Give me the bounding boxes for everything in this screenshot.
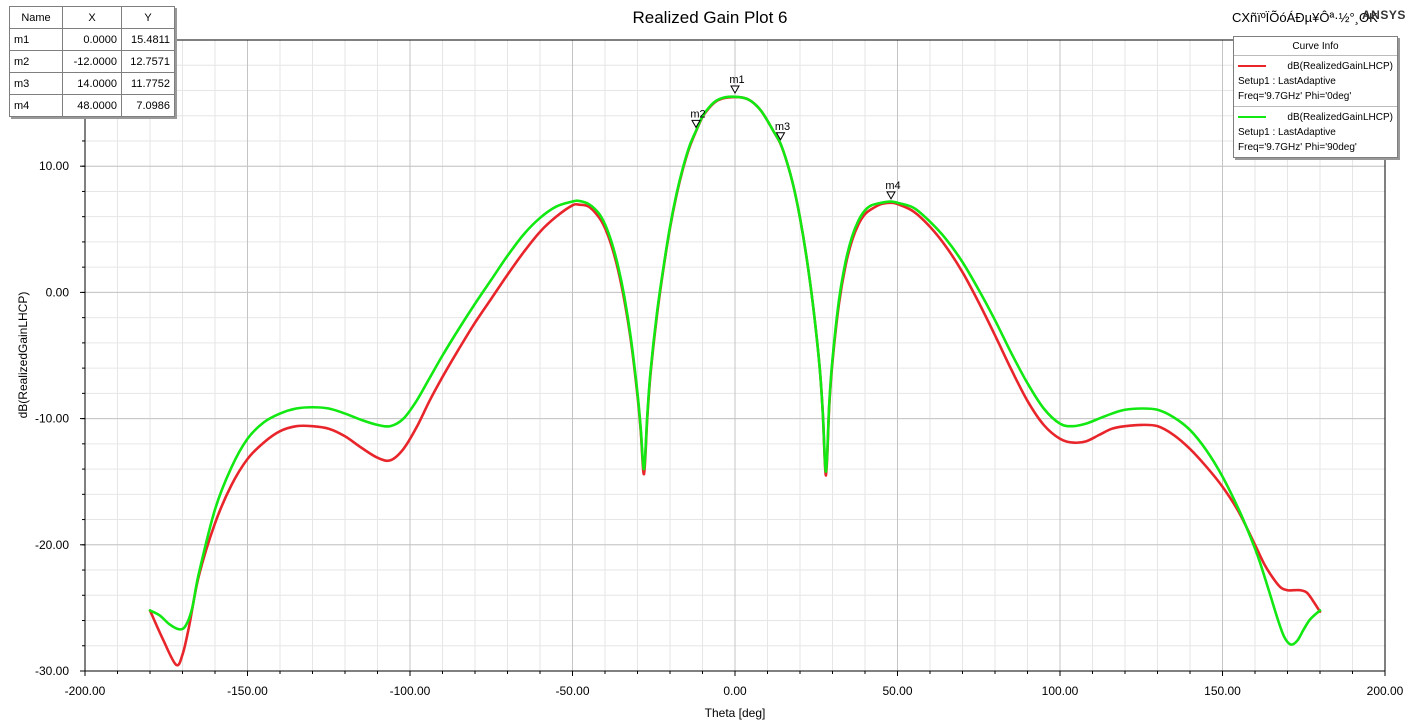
marker-y: 12.7571 <box>121 50 175 73</box>
legend-entry-phi-0[interactable]: dB(RealizedGainLHCP) Setup1 : LastAdapti… <box>1234 56 1397 107</box>
marker-triangle <box>730 85 740 95</box>
y-tick-labels: -30.00 -20.00 -10.00 0.00 10.00 <box>35 159 69 678</box>
table-row[interactable]: m2 -12.0000 12.7571 <box>9 50 175 73</box>
y-tick-label: -30.00 <box>35 664 69 678</box>
marker-x: 48.0000 <box>62 94 122 117</box>
marker-x: 0.0000 <box>62 28 122 51</box>
project-subtitle: CXñïºÏÕóÁÐµ¥Ôª·½°¸OK <box>1232 10 1378 25</box>
marker-label: m1 <box>729 74 744 86</box>
x-tick-label: 150.00 <box>1204 684 1241 698</box>
marker-y: 7.0986 <box>121 94 175 117</box>
series-line-phi-90 <box>148 95 1322 646</box>
marker-y: 15.4811 <box>121 28 175 51</box>
x-tick-label: 200.00 <box>1367 684 1404 698</box>
y-tick-label: -10.00 <box>35 412 69 426</box>
legend-swatch-green <box>1238 116 1266 118</box>
y-tick-label: 10.00 <box>39 159 69 173</box>
marker-label: m3 <box>775 121 790 133</box>
x-tick-label: -150.00 <box>227 684 268 698</box>
y-axis-label: dB(RealizedGainLHCP) <box>16 291 30 419</box>
x-tick-label: -100.00 <box>390 684 431 698</box>
marker-name: m4 <box>9 94 63 117</box>
x-tick-label: -50.00 <box>555 684 589 698</box>
axis-ticks <box>80 39 1386 676</box>
y-tick-label: 0.00 <box>46 285 70 299</box>
x-axis-label: Theta [deg] <box>704 706 766 720</box>
legend-entry-name: dB(RealizedGainLHCP) <box>1287 111 1393 123</box>
ansys-logo: ANSYS <box>1362 8 1406 22</box>
header-x: X <box>62 6 122 29</box>
legend-entry-name: dB(RealizedGainLHCP) <box>1287 60 1393 72</box>
legend-entry-phi-90[interactable]: dB(RealizedGainLHCP) Setup1 : LastAdapti… <box>1234 107 1397 157</box>
marker-name: m3 <box>9 72 63 95</box>
marker-x: 14.0000 <box>62 72 122 95</box>
header-y: Y <box>121 6 175 29</box>
table-row[interactable]: m4 48.0000 7.0986 <box>9 94 175 117</box>
legend-entry-setup: Setup1 : LastAdaptive <box>1238 76 1336 87</box>
marker-triangle <box>886 191 896 200</box>
x-tick-labels: -200.00 -150.00 -100.00 -50.00 0.00 50.00 100.… <box>65 684 1404 698</box>
legend-swatch-red <box>1238 65 1266 67</box>
marker-name: m2 <box>9 50 63 73</box>
x-tick-label: -200.00 <box>65 684 106 698</box>
chart-title: Realized Gain Plot 6 <box>632 8 788 27</box>
marker-x: -12.0000 <box>62 50 122 73</box>
marker-label: m4 <box>885 180 900 192</box>
marker-triangle <box>691 119 701 129</box>
x-tick-label: 0.00 <box>723 684 747 698</box>
legend-entry-setup: Setup1 : LastAdaptive <box>1238 127 1336 138</box>
x-tick-label: 100.00 <box>1042 684 1079 698</box>
legend-entry-params: Freq='9.7GHz' Phi='0deg' <box>1238 91 1352 102</box>
y-tick-label: -20.00 <box>35 538 69 552</box>
legend-title: Curve Info <box>1234 37 1397 56</box>
curve-info-legend[interactable]: Curve Info dB(RealizedGainLHCP) Setup1 :… <box>1233 36 1398 158</box>
marker-layer: m1 m2 m3 m4 <box>690 74 901 200</box>
marker-name: m1 <box>9 28 63 51</box>
marker-table-header: Name X Y <box>9 6 175 29</box>
series-layer <box>148 95 1322 667</box>
marker-y: 11.7752 <box>121 72 175 95</box>
marker-table[interactable]: Name X Y m1 0.0000 15.4811 m2 -12.0000 1… <box>9 6 175 117</box>
header-name: Name <box>9 6 63 29</box>
table-row[interactable]: m3 14.0000 11.7752 <box>9 72 175 95</box>
legend-entry-params: Freq='9.7GHz' Phi='90deg' <box>1238 142 1357 153</box>
table-row[interactable]: m1 0.0000 15.4811 <box>9 28 175 51</box>
marker-label: m2 <box>690 108 705 120</box>
marker-triangle <box>775 132 786 141</box>
x-tick-label: 50.00 <box>882 684 912 698</box>
